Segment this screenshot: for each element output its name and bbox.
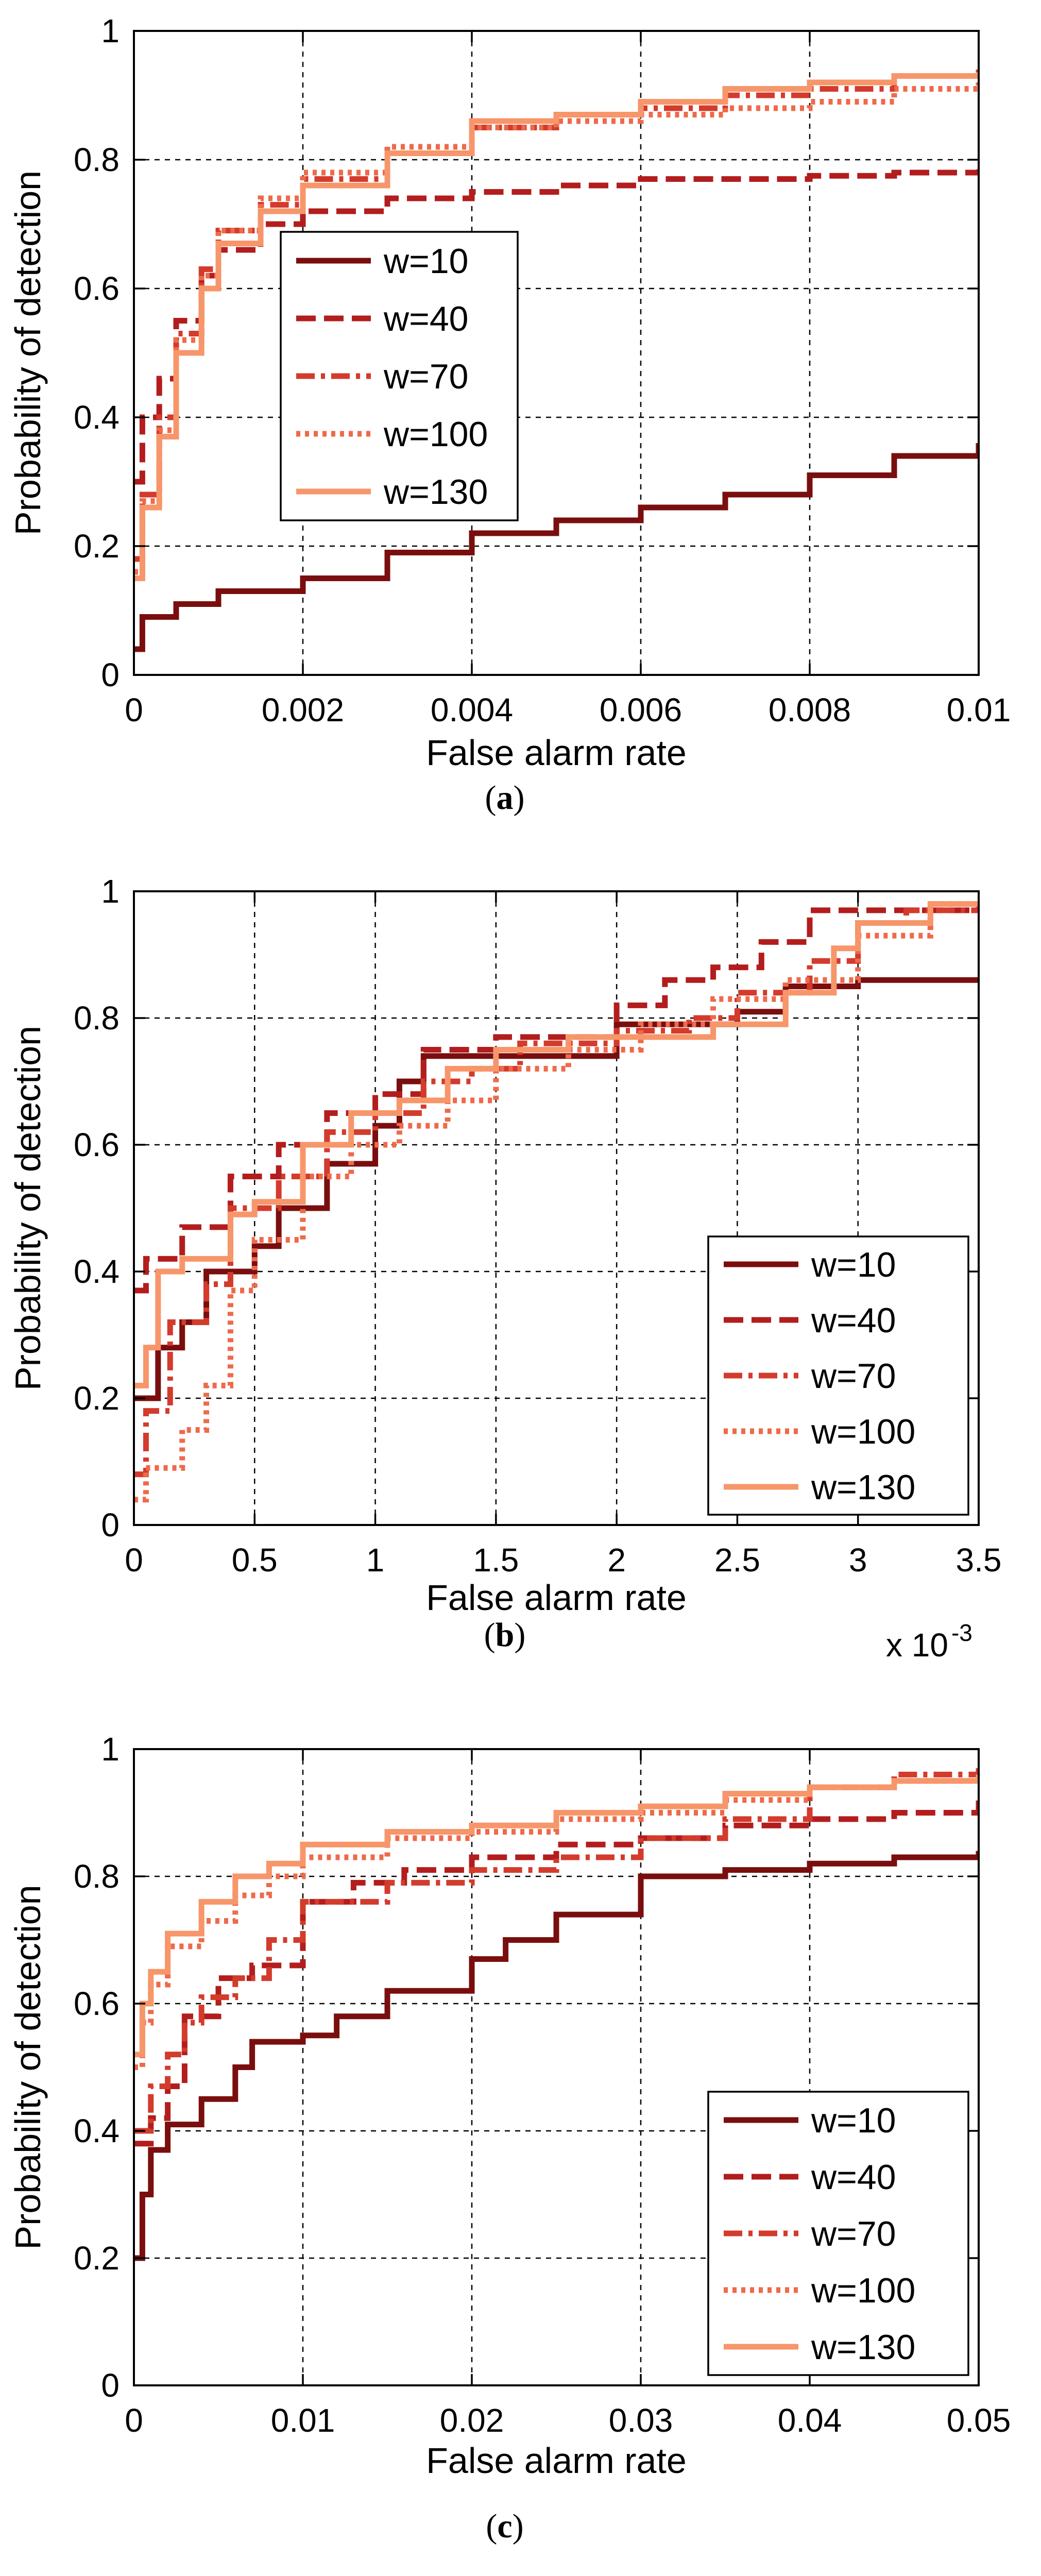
- series-group: [134, 901, 979, 1503]
- y-tick-label: 0.6: [74, 1985, 120, 2022]
- panel-caption: (b): [484, 1616, 526, 1654]
- panel-caption: (c): [486, 2507, 523, 2545]
- legend-label: w=70: [811, 1357, 896, 1396]
- axes-frame: [133, 30, 980, 676]
- axes-frame: [133, 1748, 980, 2386]
- x-tick-label: 0.04: [778, 2402, 842, 2439]
- y-tick-label: 1: [101, 1731, 120, 1768]
- x-tick-label: 0.008: [769, 691, 851, 728]
- y-tick-label: 0.4: [74, 2112, 120, 2149]
- y-tick-label: 0: [101, 656, 120, 693]
- x-axis-label: False alarm rate: [426, 1578, 687, 1618]
- series-group: [134, 1768, 979, 2261]
- x-tick-label: 0: [125, 1541, 143, 1579]
- y-tick-label: 0.2: [74, 528, 120, 565]
- x-tick-label: 0.01: [271, 2402, 335, 2439]
- y-axis-label: Probability of detection: [8, 1026, 48, 1391]
- series-line-w-10: [134, 1851, 979, 2261]
- legend-label: w=130: [811, 2328, 915, 2367]
- x-tick-label: 3.5: [956, 1541, 1002, 1579]
- legend-label: w=40: [811, 2158, 896, 2197]
- legend: w=10 w=40 w=70 w=100 w=130: [707, 1235, 969, 1516]
- x-tick-label: 0.03: [609, 2402, 673, 2439]
- x-tick-label: 0.002: [262, 691, 344, 728]
- series-line-w-100: [134, 1774, 979, 2070]
- caption-paren-open: (: [486, 2507, 497, 2545]
- legend-label: w=100: [383, 415, 488, 454]
- series-line-w-10: [134, 443, 979, 652]
- y-tick-label: 0.8: [74, 1858, 120, 1895]
- legend-label: w=40: [811, 1301, 896, 1340]
- chart-panel-c: 0 0.01 0.02 0.03 0.04 0.05 0 0.2 0.4 0.6 0.8 1 False…: [8, 1731, 1011, 2545]
- axes-frame: [133, 890, 980, 1526]
- caption-paren-open: (: [485, 779, 497, 817]
- legend-label: w=10: [383, 242, 468, 281]
- caption-letter: c: [497, 2507, 512, 2545]
- legend: w=10 w=40 w=70 w=100 w=130: [280, 231, 519, 521]
- legend-label: w=40: [383, 299, 468, 338]
- x-tick-label: 3: [849, 1541, 867, 1579]
- series-line-w-70: [134, 1768, 979, 2134]
- caption-paren-close: ): [514, 779, 525, 817]
- y-tick-label: 0.6: [74, 1126, 120, 1163]
- y-tick-label: 0.4: [74, 399, 120, 436]
- x-tick-label: 0.006: [600, 691, 682, 728]
- caption-letter: a: [497, 779, 514, 817]
- legend-label: w=10: [811, 1245, 896, 1284]
- x-tick-label: 0.01: [947, 691, 1011, 728]
- y-tick-label: 0: [101, 1506, 120, 1544]
- y-tick-label: 0.8: [74, 999, 120, 1037]
- series-line-w-70: [134, 904, 979, 1478]
- x-exponent-label: x 10: [886, 1626, 948, 1664]
- x-tick-label: 0.5: [232, 1541, 278, 1579]
- series-group: [134, 70, 979, 652]
- y-tick-label: 0.2: [74, 1380, 120, 1417]
- y-tick-label: 0.8: [74, 141, 120, 178]
- x-tick-label: 0.02: [440, 2402, 504, 2439]
- legend-label: w=130: [383, 472, 488, 512]
- legend: w=10 w=40 w=70 w=100 w=130: [707, 2091, 969, 2376]
- y-tick-label: 0: [101, 2367, 120, 2404]
- legend-box: [280, 231, 519, 521]
- y-tick-label: 1: [101, 12, 120, 49]
- caption-paren-close: ): [513, 2507, 524, 2545]
- legend-label: w=100: [811, 1412, 915, 1451]
- y-axis-label: Probability of detection: [8, 1885, 48, 2249]
- y-tick-label: 0.2: [74, 2240, 120, 2277]
- x-tick-label: 1: [366, 1541, 385, 1579]
- chart-panel-a: 0 0.002 0.004 0.006 0.008 0.01 0 0.2 0.4 0.6 0.8 1 F…: [8, 12, 1011, 817]
- series-line-w-130: [134, 73, 979, 581]
- x-tick-label: 0.05: [947, 2402, 1011, 2439]
- x-tick-label: 1.5: [473, 1541, 519, 1579]
- y-axis-label: Probability of detection: [8, 171, 48, 535]
- x-tick-label: 0: [125, 691, 143, 728]
- y-tick-label: 1: [101, 873, 120, 910]
- x-tick-label: 2: [607, 1541, 626, 1579]
- series-line-w-40: [134, 904, 979, 1294]
- x-tick-label: 2.5: [714, 1541, 760, 1579]
- caption-paren-open: (: [484, 1616, 496, 1654]
- x-axis-label: False alarm rate: [426, 2441, 687, 2481]
- legend-label: w=100: [811, 2271, 915, 2310]
- plot-area: [134, 31, 979, 675]
- legend-label: w=70: [383, 357, 468, 396]
- legend-label: w=70: [811, 2214, 896, 2253]
- caption-paren-close: ): [514, 1616, 525, 1654]
- series-line-w-130: [134, 901, 979, 1388]
- chart-panel-b: 0 0.5 1 1.5 2 2.5 3 3.5 0 0.2 0.4 0.6 0.8 1 False alar…: [8, 873, 1001, 1664]
- legend-label: w=10: [811, 2101, 896, 2140]
- caption-letter: b: [496, 1616, 515, 1654]
- y-tick-label: 0.4: [74, 1253, 120, 1290]
- x-tick-label: 0.004: [431, 691, 513, 728]
- y-tick-label: 0.6: [74, 270, 120, 307]
- legend-label: w=130: [811, 1468, 915, 1507]
- series-line-w-130: [134, 1774, 979, 2058]
- x-axis-label: False alarm rate: [426, 733, 687, 773]
- x-exponent-power: -3: [951, 1619, 972, 1646]
- x-tick-label: 0: [125, 2402, 143, 2439]
- panel-caption: (a): [485, 779, 525, 817]
